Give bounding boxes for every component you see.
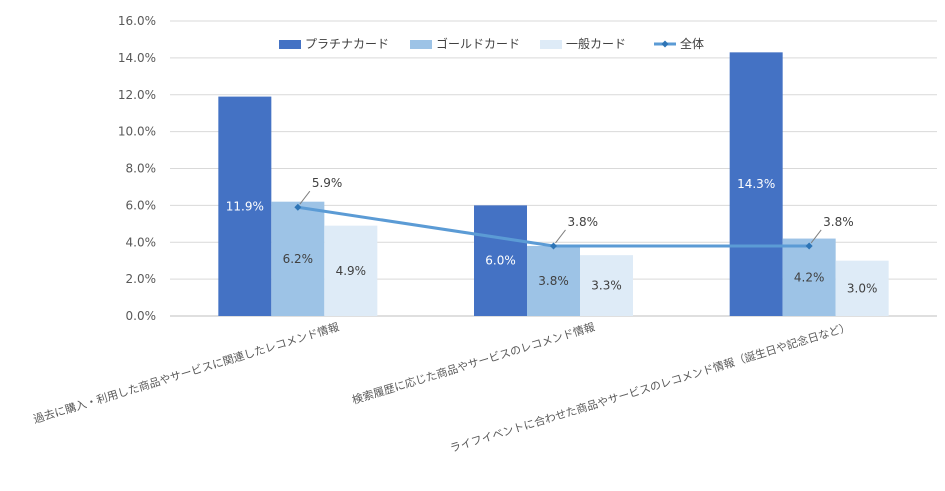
legend-swatch [540, 40, 562, 49]
bar [324, 225, 378, 316]
data-label: 3.3% [591, 279, 622, 293]
data-label: 6.2% [283, 252, 314, 266]
leader-line [555, 229, 566, 244]
data-label: 6.0% [485, 254, 516, 268]
leader-line [299, 190, 311, 205]
bar [271, 201, 325, 316]
legend-swatch [410, 40, 432, 49]
legend: プラチナカード ゴールドカード 一般カード 全体 [279, 36, 704, 51]
line-data-label: 3.8% [568, 215, 599, 229]
line-data-label: 5.9% [312, 176, 343, 190]
y-axis: 0.0% 2.0% 4.0% 6.0% 8.0% 10.0% 12.0% 14.0% 16.0% [118, 14, 156, 323]
y-tick-label: 0.0% [126, 309, 157, 323]
y-tick-label: 2.0% [126, 272, 157, 286]
line-marker [805, 242, 813, 250]
line-marker [294, 203, 302, 211]
data-label: 4.2% [794, 270, 825, 284]
y-tick-label: 12.0% [118, 88, 156, 102]
bar [527, 245, 580, 316]
data-label: 4.9% [336, 264, 367, 278]
x-category-label: 過去に購入・利用した商品やサービスに関連したレコメンド情報 [32, 319, 341, 426]
line-series [294, 190, 822, 250]
line-data-label: 3.8% [823, 215, 854, 229]
y-tick-label: 6.0% [126, 198, 157, 212]
y-tick-label: 14.0% [118, 51, 156, 65]
legend-swatch [279, 40, 301, 49]
line-marker [550, 242, 557, 250]
leader-line [810, 229, 822, 244]
data-labels: 11.9% 6.0% 14.3% 6.2% 3.8% 4.2% 4.9% 3.3% 3.0% 5.… [226, 176, 878, 295]
x-axis: 過去に購入・利用した商品やサービスに関連したレコメンド情報 検索履歴に応じた商品や… [32, 319, 852, 455]
bar [835, 260, 889, 316]
data-label: 3.8% [538, 274, 569, 288]
bar [580, 255, 633, 316]
data-label: 3.0% [847, 281, 878, 295]
bar [782, 238, 836, 316]
x-category-label: 検索履歴に応じた商品やサービスのレコメンド情報 [350, 319, 596, 406]
y-tick-label: 16.0% [118, 14, 156, 28]
bar [218, 96, 272, 316]
bar [474, 205, 527, 316]
y-tick-label: 8.0% [126, 162, 157, 176]
bars [218, 52, 889, 316]
legend-label: ゴールドカード [436, 36, 520, 51]
data-label: 11.9% [226, 199, 264, 213]
x-category-label: ライフイベントに合わせた商品やサービスのレコメンド情報（誕生日や記念日など） [448, 319, 852, 455]
bar [729, 52, 783, 316]
legend-marker [661, 40, 669, 48]
legend-label: 全体 [680, 36, 704, 51]
y-tick-label: 4.0% [126, 235, 157, 249]
legend-label: 一般カード [566, 36, 626, 51]
data-label: 14.3% [737, 177, 775, 191]
legend-label: プラチナカード [305, 37, 389, 51]
y-tick-label: 10.0% [118, 125, 156, 139]
